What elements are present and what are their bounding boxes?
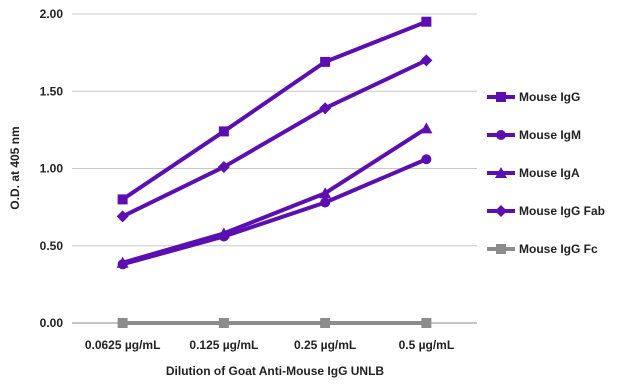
data-point bbox=[320, 197, 331, 208]
legend: Mouse IgG Mouse IgM Mouse IgA Mouse IgG Fab… bbox=[487, 90, 605, 256]
y-axis-ticks: 0.00 0.50 1.00 1.50 2.00 bbox=[40, 7, 64, 330]
x-axis-ticks: 0.0625 µg/mL 0.125 µg/mL 0.25 µg/mL 0.5 µg/… bbox=[85, 338, 454, 352]
y-tick-label: 0.50 bbox=[40, 239, 64, 253]
y-tick-label: 1.00 bbox=[40, 162, 64, 176]
legend-label: Mouse IgG Fc bbox=[519, 242, 598, 256]
data-point bbox=[420, 54, 433, 67]
legend-marker bbox=[496, 130, 506, 140]
series-mouse-iga bbox=[116, 122, 433, 268]
series-line bbox=[122, 126, 428, 265]
legend-label: Mouse IgM bbox=[519, 128, 581, 142]
data-point bbox=[217, 227, 230, 239]
series-mouse-igg bbox=[117, 16, 432, 205]
legend-item: Mouse IgG Fab bbox=[487, 204, 605, 218]
y-tick-label: 1.50 bbox=[40, 84, 64, 98]
data-point bbox=[116, 256, 129, 268]
legend-label: Mouse IgG bbox=[519, 90, 580, 104]
x-tick-label: 0.5 µg/mL bbox=[399, 338, 455, 352]
data-point bbox=[117, 318, 128, 328]
data-point bbox=[320, 56, 331, 67]
data-point bbox=[319, 102, 332, 115]
series-mouse-igg-fc bbox=[117, 318, 432, 328]
data-point bbox=[421, 318, 432, 328]
legend-label: Mouse IgA bbox=[519, 166, 580, 180]
x-tick-label: 0.125 µg/mL bbox=[189, 338, 258, 352]
legend-item: Mouse IgG bbox=[487, 90, 580, 104]
series-group bbox=[116, 16, 433, 328]
data-point bbox=[421, 16, 432, 27]
x-axis-title: Dilution of Goat Anti-Mouse IgG UNLB bbox=[166, 364, 385, 378]
legend-marker bbox=[496, 92, 506, 102]
data-point bbox=[421, 154, 432, 165]
legend-item: Mouse IgM bbox=[487, 128, 581, 142]
x-tick-label: 0.0625 µg/mL bbox=[85, 338, 161, 352]
x-tick-label: 0.25 µg/mL bbox=[294, 338, 356, 352]
data-point bbox=[319, 187, 332, 199]
legend-item: Mouse IgA bbox=[487, 166, 580, 180]
series-mouse-igm bbox=[117, 154, 432, 270]
data-point bbox=[116, 210, 129, 223]
series-line bbox=[122, 157, 428, 267]
data-point bbox=[217, 160, 230, 173]
data-point bbox=[218, 318, 229, 328]
series-line bbox=[121, 19, 428, 202]
y-tick-label: 2.00 bbox=[40, 7, 64, 21]
data-point bbox=[320, 318, 331, 328]
legend-item: Mouse IgG Fc bbox=[487, 242, 598, 256]
series-mouse-igg-fab bbox=[116, 54, 433, 223]
y-axis-title: O.D. at 405 nm bbox=[8, 126, 22, 209]
legend-marker bbox=[495, 167, 507, 178]
y-tick-label: 0.00 bbox=[40, 316, 64, 330]
data-point bbox=[117, 194, 128, 205]
series-line bbox=[121, 58, 428, 219]
legend-marker bbox=[495, 205, 507, 217]
data-point bbox=[218, 126, 229, 137]
data-point bbox=[420, 122, 433, 134]
legend-marker bbox=[496, 244, 506, 254]
legend-label: Mouse IgG Fab bbox=[519, 204, 605, 218]
